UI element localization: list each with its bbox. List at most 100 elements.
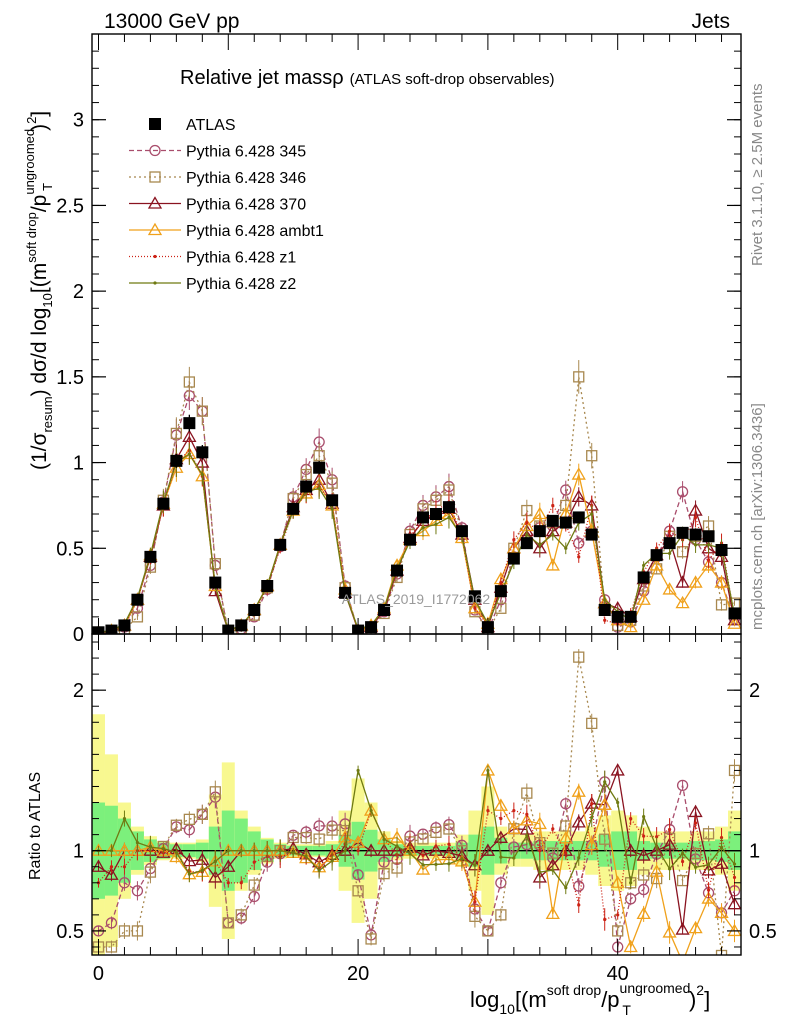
- ratio-y-axis-label: Ratio to ATLAS: [27, 772, 44, 880]
- main-y-tick-label: 2.5: [56, 195, 84, 217]
- ylabel-prefix: (1/σ: [28, 432, 51, 470]
- series-s346-point: [196, 405, 208, 417]
- series-s346-ratio-point: [131, 925, 144, 937]
- data-point: [157, 497, 170, 510]
- main-y-tick-label: 0.5: [56, 538, 84, 560]
- series-z2-ratio-point: [603, 780, 607, 784]
- series-ambt1-ratio-point: [662, 925, 677, 938]
- ratio-series-group: [92, 649, 741, 955]
- series-z2-ratio-point: [343, 849, 347, 853]
- main-y-tick-label: 0: [73, 624, 84, 646]
- series-s346-ratio-line: [98, 656, 736, 955]
- series-ambt1-point: [467, 600, 483, 614]
- series-s346-ratio-point: [521, 787, 533, 799]
- series-s346-ratio-point: [495, 909, 507, 921]
- series-z1-ratio-point: [525, 812, 529, 816]
- xlabel-m-sup: soft drop: [547, 982, 602, 998]
- series-z2-ratio-point: [148, 845, 153, 849]
- xlabel-close: ): [689, 987, 696, 1012]
- series-z2-ratio-point: [655, 845, 659, 849]
- series-s346-ratio-point: [378, 867, 390, 880]
- series-s346-point: [715, 599, 728, 611]
- data-point: [313, 461, 326, 474]
- series-z2-ratio-point: [421, 863, 425, 867]
- series-ambt1-point: [532, 506, 547, 520]
- series-s346-ratio-point: [222, 917, 234, 929]
- series-ambt1-point: [701, 558, 716, 571]
- series-s370-ratio-point: [675, 922, 690, 935]
- series-z2-point: [668, 551, 672, 556]
- main-data-group: [92, 414, 741, 634]
- series-ambt1-ratio-point: [117, 843, 132, 856]
- series-z2-ratio-point: [252, 849, 256, 853]
- series-s346-ratio-point: [300, 831, 312, 844]
- series-s346-ratio-point: [430, 826, 442, 838]
- data-point: [507, 552, 520, 565]
- series-s345-ratio-point: [118, 877, 131, 889]
- series-z2-ratio-point: [200, 868, 204, 872]
- series-s346-ratio-point: [612, 925, 624, 937]
- series-s346-ratio-point: [196, 808, 208, 820]
- legend-label-z1: Pythia 6.428 z1: [186, 250, 296, 267]
- series-s346-point: [573, 371, 585, 383]
- series-z2-ratio-point: [499, 855, 503, 859]
- data-point: [546, 514, 559, 527]
- series-ambt1-ratio-point: [649, 864, 664, 877]
- ylabel-open: [(m: [28, 263, 51, 293]
- series-z1-ratio-point: [551, 827, 555, 831]
- series-s345-ratio-point: [131, 885, 144, 897]
- series-s346-ratio-point: [586, 717, 598, 730]
- series-z1-ratio-point: [252, 860, 256, 864]
- energy-label: 13000 GeV pp: [104, 10, 239, 33]
- ratio-y-tick-label-right: 2: [749, 680, 760, 702]
- data-point: [105, 624, 118, 634]
- series-z1-ratio-point: [616, 913, 620, 917]
- series-z2-point: [551, 532, 555, 537]
- axes-group: 00.511.522.530.5 0.51 12 20 20 40: [56, 33, 777, 985]
- data-point: [728, 607, 741, 620]
- series-z2-point: [693, 543, 698, 547]
- series-ambt1-point: [636, 592, 651, 605]
- data-point: [248, 604, 261, 616]
- series-z2-ratio-point: [174, 850, 178, 854]
- data-point: [442, 501, 455, 514]
- series-z1-ratio-point: [693, 821, 698, 825]
- series-s345-ratio-point: [625, 893, 637, 905]
- x-axis-label: log10[(msoft drop/pungroomed T)2]: [470, 980, 710, 1018]
- x-tick-label: 20: [347, 963, 369, 985]
- series-ambt1-ratio-point: [597, 797, 612, 810]
- series-s346-ratio-point: [599, 833, 611, 845]
- data-point: [170, 454, 183, 467]
- ylabel-end: ]: [28, 111, 51, 117]
- series-z2-ratio-point: [473, 863, 477, 867]
- series-z2-ratio-point: [265, 849, 269, 853]
- series-z2-point: [447, 515, 451, 520]
- data-point: [416, 511, 429, 524]
- data-point: [261, 580, 274, 592]
- series-ambt1-point: [571, 467, 586, 480]
- series-z1-ratio-point: [447, 842, 451, 846]
- series-z1-point: [512, 538, 516, 542]
- series-z1-ratio-point: [603, 917, 607, 922]
- series-s370-ratio-point: [376, 843, 392, 856]
- series-z1-ratio-point: [226, 881, 230, 885]
- series-z1-ratio-point: [473, 900, 477, 904]
- data-point: [585, 528, 598, 541]
- ylabel-prefix-sub: resum: [40, 396, 55, 432]
- data-point: [378, 604, 391, 616]
- series-s370-ratio-point: [701, 863, 716, 876]
- data-point: [300, 480, 313, 493]
- series-z2-ratio-point: [616, 800, 620, 805]
- series-z2-point: [200, 472, 204, 477]
- series-ambt1-point: [545, 558, 560, 571]
- data-point: [689, 528, 702, 541]
- series-ambt1-point: [454, 530, 470, 544]
- series-s370-ratio-point: [104, 867, 119, 880]
- series-z2-ratio-line: [98, 770, 736, 889]
- legend-label-s346: Pythia 6.428 346: [186, 170, 306, 187]
- series-ambt1-ratio-point: [714, 905, 729, 919]
- data-point: [196, 446, 209, 459]
- series-z1-ratio-point: [668, 827, 672, 832]
- category-label: Jets: [691, 10, 730, 33]
